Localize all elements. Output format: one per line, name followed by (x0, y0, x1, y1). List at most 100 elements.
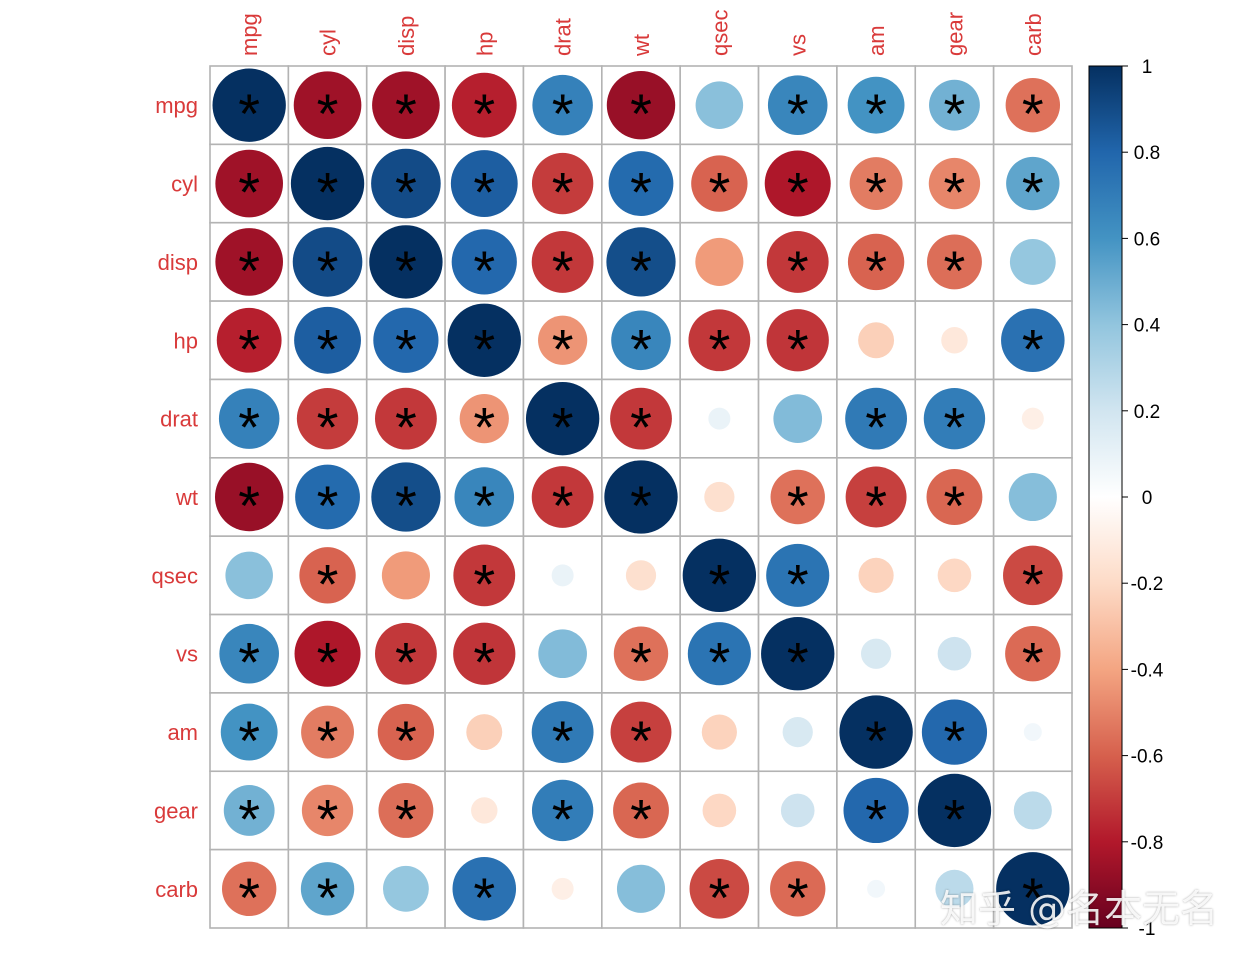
corr-circle-am-vs (782, 716, 813, 748)
legend-tick-label: 0 (1142, 488, 1153, 509)
corr-circle-mpg-am (847, 76, 905, 134)
corr-circle-vs-wt (613, 626, 669, 681)
significance-star: * (708, 552, 730, 615)
corr-circle-drat-am (845, 387, 908, 450)
significance-star: * (1022, 866, 1044, 929)
significance-star: * (865, 474, 887, 537)
significance-star: * (708, 631, 730, 694)
significance-star: * (630, 239, 652, 302)
corr-circle-mpg-mpg (212, 68, 286, 142)
corr-circle-gear-disp (378, 783, 434, 838)
corr-circle-carb-hp (452, 857, 517, 921)
significance-star: * (865, 787, 887, 850)
corr-circle-qsec-carb (1003, 545, 1063, 606)
corr-circle-cyl-hp (450, 150, 518, 217)
corr-circle-wt-carb (1008, 472, 1057, 522)
significance-star: * (1022, 552, 1044, 615)
corr-circle-drat-qsec (708, 407, 731, 430)
corr-circle-carb-qsec (689, 859, 750, 919)
legend-tick-label: 0.2 (1134, 402, 1160, 423)
corr-circle-cyl-drat (531, 152, 594, 215)
corr-circle-carb-disp (382, 865, 429, 912)
corr-circle-drat-vs (773, 394, 823, 443)
corr-circle-hp-cyl (294, 306, 361, 374)
significance-star: * (552, 82, 574, 145)
corr-circle-vs-carb (1005, 626, 1061, 682)
significance-star: * (473, 239, 495, 302)
corr-circle-qsec-gear (937, 558, 972, 593)
corr-circle-qsec-mpg (225, 551, 273, 600)
corr-circle-disp-mpg (215, 228, 284, 296)
corr-circle-disp-am (847, 233, 905, 291)
corr-circle-cyl-vs (764, 150, 831, 217)
significance-star: * (317, 396, 339, 459)
significance-star: * (317, 317, 339, 380)
corr-circle-drat-disp (374, 387, 437, 450)
corr-circle-drat-mpg (218, 388, 280, 449)
significance-star: * (552, 396, 574, 459)
significance-star: * (552, 787, 574, 850)
significance-star: * (787, 474, 809, 537)
significance-star: * (630, 161, 652, 224)
corr-circle-wt-mpg (214, 462, 284, 532)
significance-star: * (395, 396, 417, 459)
significance-star: * (473, 552, 495, 615)
corr-circle-am-hp (466, 714, 503, 751)
significance-star: * (317, 239, 339, 302)
significance-star: * (473, 631, 495, 694)
significance-star: * (473, 866, 495, 929)
significance-star: * (944, 239, 966, 302)
row-label-qsec: qsec (152, 563, 198, 588)
significance-star: * (630, 82, 652, 145)
significance-star: * (317, 709, 339, 772)
col-label-wt: wt (629, 34, 654, 57)
col-label-carb: carb (1021, 13, 1046, 56)
legend-tick-label: 1 (1142, 57, 1153, 78)
corr-circle-mpg-vs (767, 75, 828, 135)
col-label-qsec: qsec (707, 10, 732, 56)
significance-star: * (473, 161, 495, 224)
significance-star: * (552, 161, 574, 224)
row-label-carb: carb (155, 877, 198, 902)
significance-star: * (630, 474, 652, 537)
legend-tick-label: 0.4 (1134, 316, 1161, 337)
corr-circle-cyl-cyl (290, 146, 365, 221)
corr-circle-wt-gear (926, 469, 983, 525)
significance-star: * (317, 631, 339, 694)
corr-circle-hp-carb (1001, 308, 1065, 373)
corr-circle-am-am (839, 695, 913, 769)
col-label-hp: hp (472, 32, 497, 56)
corr-circle-gear-am (843, 777, 909, 844)
significance-star: * (630, 787, 652, 850)
corr-circle-hp-vs (766, 309, 829, 372)
significance-star: * (317, 866, 339, 929)
significance-star: * (787, 82, 809, 145)
corr-circle-wt-vs (770, 469, 825, 525)
significance-star: * (865, 239, 887, 302)
significance-star: * (552, 474, 574, 537)
corr-circle-disp-vs (766, 230, 829, 293)
corr-circle-am-mpg (220, 703, 278, 761)
significance-star: * (630, 631, 652, 694)
corr-circle-cyl-carb (1006, 156, 1060, 211)
corr-circle-vs-qsec (687, 622, 751, 686)
corr-circle-drat-wt (610, 387, 672, 450)
significance-star: * (787, 631, 809, 694)
corr-circle-gear-wt (613, 782, 669, 839)
corr-circle-carb-gear (935, 869, 974, 908)
significance-star: * (944, 396, 966, 459)
significance-star: * (787, 161, 809, 224)
significance-star: * (865, 161, 887, 224)
corr-circle-mpg-qsec (695, 81, 744, 129)
row-label-gear: gear (154, 798, 198, 823)
corr-circle-mpg-wt (606, 70, 676, 140)
significance-star: * (238, 787, 260, 850)
corr-circle-vs-gear (937, 636, 972, 671)
corr-circle-cyl-am (849, 157, 903, 210)
corr-circle-drat-gear (923, 387, 986, 450)
significance-star: * (1022, 161, 1044, 224)
significance-star: * (787, 317, 809, 380)
significance-star: * (708, 161, 730, 224)
